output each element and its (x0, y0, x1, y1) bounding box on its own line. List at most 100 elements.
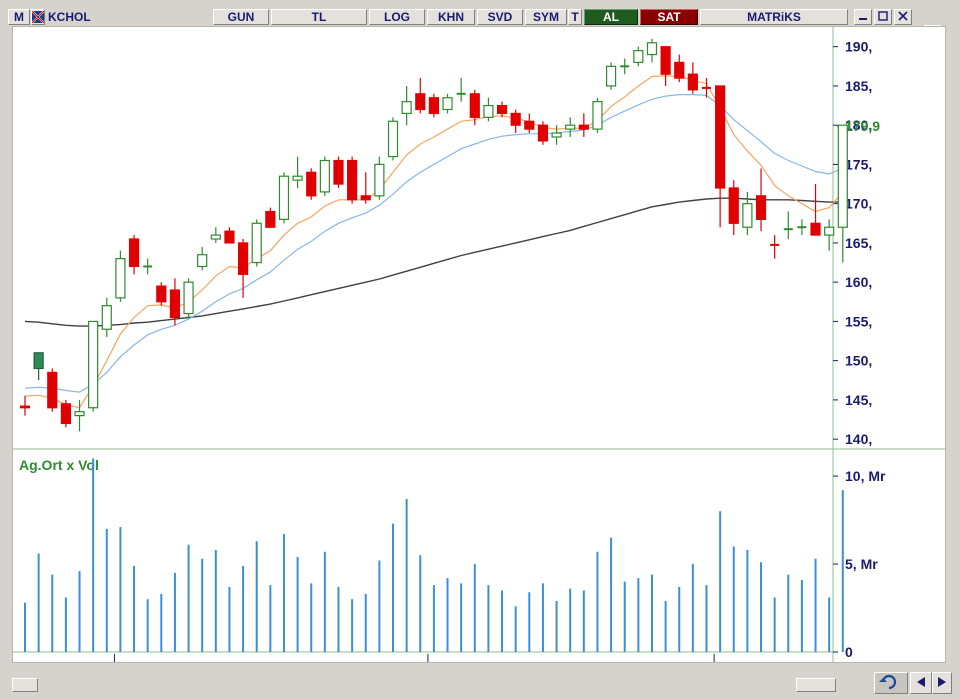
last-price-label: 179,9 (845, 118, 880, 134)
candle-body (633, 50, 644, 63)
candle-body (442, 97, 453, 111)
price-tick-label: 190, (845, 39, 872, 55)
candle-body (265, 210, 276, 228)
candle-body (674, 61, 685, 79)
menu-button[interactable]: M (8, 9, 30, 25)
chart-area[interactable]: 190, 185, 180, 175, 170, 165, 160, 155, 150, 145,… (12, 26, 946, 663)
svd-button[interactable]: SVD (477, 9, 523, 25)
price-tick-label: 180, (845, 117, 872, 133)
candle (156, 282, 167, 306)
candle (360, 172, 371, 204)
buy-button[interactable]: AL (584, 9, 638, 25)
candle (101, 297, 112, 338)
candle (169, 278, 181, 326)
candle (605, 62, 617, 90)
candle (755, 168, 767, 232)
candle (702, 78, 711, 98)
candle-body (210, 234, 221, 240)
candle-body (660, 46, 671, 75)
candle (456, 78, 466, 102)
volume-tick-label: 5, Mr (845, 556, 878, 572)
t-button[interactable]: T (568, 9, 582, 25)
refresh-icon[interactable] (874, 672, 908, 694)
candle (143, 258, 153, 275)
period-button[interactable]: GUN (213, 9, 269, 25)
candle (715, 85, 726, 228)
candle-body (60, 403, 71, 425)
candle (47, 368, 58, 412)
symbol-field[interactable]: KCHOL (48, 10, 91, 24)
candle-body (524, 120, 535, 130)
chart-canvas[interactable]: 190, 185, 180, 175, 170, 165, 160, 155, 150, 145,… (13, 27, 945, 662)
chart-toolbar: M KCHOL GUN TL LOG KHN SVD SYM T AL SAT … (8, 8, 948, 37)
candle-body (510, 112, 521, 126)
scroll-forward-icon[interactable] (932, 672, 952, 694)
candle-body (360, 195, 371, 201)
volume-tick-label: 10, Mr (845, 468, 886, 484)
candle (770, 235, 780, 259)
candle-body (646, 42, 658, 56)
candle (319, 156, 330, 196)
candle (374, 156, 385, 200)
candle (660, 46, 671, 86)
sym-button[interactable]: SYM (525, 9, 567, 25)
candle (469, 89, 480, 126)
candle (578, 113, 589, 137)
candle-body (374, 163, 385, 197)
candle-body (292, 175, 303, 181)
price-tick-label: 140, (845, 431, 872, 447)
candle (183, 278, 194, 318)
candle-body (810, 222, 821, 236)
candle-body (428, 97, 439, 115)
candle-body (47, 371, 58, 409)
candle (60, 399, 71, 428)
matriks-brand-button[interactable]: MATRiKS (700, 9, 848, 25)
flag-icon[interactable] (31, 9, 45, 25)
candle (387, 117, 399, 161)
candle (306, 168, 317, 200)
candle-body (483, 104, 494, 118)
scroll-back-icon[interactable] (910, 672, 932, 694)
candle (210, 227, 221, 243)
price-tick-label: 165, (845, 235, 872, 251)
candle (687, 62, 698, 94)
close-icon[interactable] (894, 9, 912, 25)
candle-body (469, 93, 480, 118)
candle-body (101, 305, 112, 330)
candle-body (715, 85, 726, 189)
candle (237, 239, 249, 298)
candle-body (156, 285, 167, 303)
sell-button[interactable]: SAT (640, 9, 698, 25)
candle-body (837, 124, 848, 228)
candle (333, 156, 344, 188)
candle-body (578, 124, 589, 130)
candle-body (306, 171, 317, 197)
currency-button[interactable]: TL (271, 9, 367, 25)
price-tick-label: 145, (845, 392, 872, 408)
candle (783, 211, 793, 239)
candle (510, 109, 521, 134)
candle-body (128, 238, 140, 268)
candle (674, 54, 685, 83)
candle-body (387, 120, 399, 158)
candle (592, 97, 603, 134)
candle (278, 172, 290, 224)
candle (633, 46, 644, 67)
candle (33, 352, 44, 381)
minimize-icon[interactable] (854, 9, 872, 25)
bottom-bar (8, 670, 952, 696)
khn-button[interactable]: KHN (427, 9, 475, 25)
candle (483, 97, 494, 122)
log-button[interactable]: LOG (369, 9, 425, 25)
price-tick-label: 175, (845, 156, 872, 172)
candle-body (237, 242, 249, 275)
candle-body (755, 195, 767, 220)
candle-body (224, 230, 235, 244)
scroll-left-handle[interactable] (12, 678, 38, 692)
volume-title: Ag.Ort x Vol (19, 457, 99, 473)
candle-body (728, 187, 739, 224)
price-tick-label: 150, (845, 353, 872, 369)
restore-icon[interactable] (874, 9, 892, 25)
scroll-right-handle[interactable] (796, 678, 836, 692)
candle (837, 124, 848, 263)
